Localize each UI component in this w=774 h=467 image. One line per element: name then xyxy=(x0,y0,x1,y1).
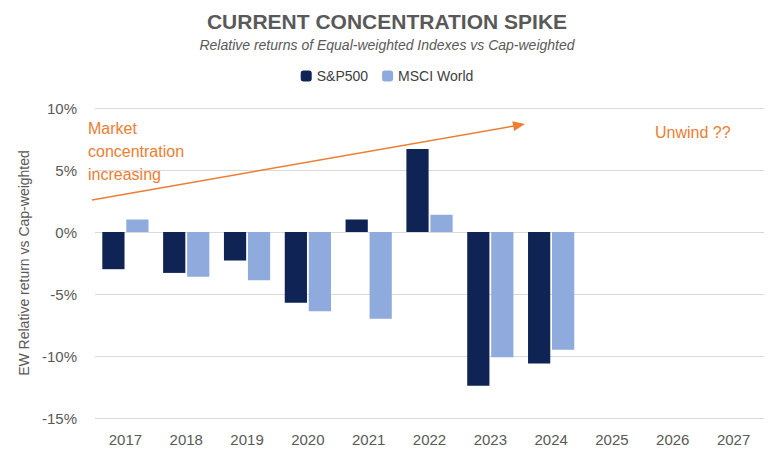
svg-text:2020: 2020 xyxy=(291,431,324,448)
svg-text:2017: 2017 xyxy=(109,431,142,448)
svg-text:concentration: concentration xyxy=(88,143,184,160)
svg-text:2025: 2025 xyxy=(595,431,628,448)
svg-text:-15%: -15% xyxy=(42,410,77,427)
svg-text:increasing: increasing xyxy=(88,166,161,183)
svg-text:CURRENT CONCENTRATION SPIKE: CURRENT CONCENTRATION SPIKE xyxy=(207,10,567,33)
svg-text:2019: 2019 xyxy=(230,431,263,448)
svg-text:-5%: -5% xyxy=(50,286,77,303)
svg-text:2018: 2018 xyxy=(170,431,203,448)
svg-text:5%: 5% xyxy=(55,162,77,179)
svg-text:Relative returns of Equal-weig: Relative returns of Equal-weighted Index… xyxy=(199,37,575,53)
svg-text:2021: 2021 xyxy=(352,431,385,448)
svg-text:S&P500: S&P500 xyxy=(317,68,369,84)
svg-text:2024: 2024 xyxy=(534,431,567,448)
svg-text:2023: 2023 xyxy=(474,431,507,448)
svg-text:2022: 2022 xyxy=(413,431,446,448)
svg-text:-10%: -10% xyxy=(42,348,77,365)
svg-text:EW Relative return vs Cap-weig: EW Relative return vs Cap-weighted xyxy=(16,150,32,376)
svg-text:2026: 2026 xyxy=(656,431,689,448)
svg-text:10%: 10% xyxy=(47,100,77,117)
svg-text:0%: 0% xyxy=(55,224,77,241)
svg-text:2027: 2027 xyxy=(717,431,750,448)
svg-text:Unwind ??: Unwind ?? xyxy=(655,124,731,141)
svg-text:MSCI World: MSCI World xyxy=(398,68,473,84)
svg-text:Market: Market xyxy=(88,120,137,137)
